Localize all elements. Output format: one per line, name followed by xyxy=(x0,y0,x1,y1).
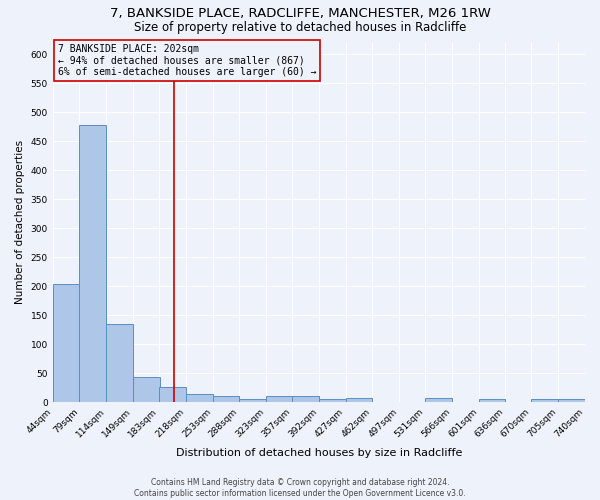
Text: 7, BANKSIDE PLACE, RADCLIFFE, MANCHESTER, M26 1RW: 7, BANKSIDE PLACE, RADCLIFFE, MANCHESTER… xyxy=(110,8,490,20)
Bar xyxy=(558,400,585,402)
Text: Contains HM Land Registry data © Crown copyright and database right 2024.
Contai: Contains HM Land Registry data © Crown c… xyxy=(134,478,466,498)
Bar xyxy=(239,400,266,402)
Bar xyxy=(106,324,133,402)
Bar xyxy=(532,400,558,402)
Bar xyxy=(53,284,79,402)
Bar xyxy=(79,125,106,402)
Y-axis label: Number of detached properties: Number of detached properties xyxy=(15,140,25,304)
Bar xyxy=(212,396,239,402)
Bar xyxy=(292,396,319,402)
Bar xyxy=(133,376,160,402)
X-axis label: Distribution of detached houses by size in Radcliffe: Distribution of detached houses by size … xyxy=(176,448,462,458)
Text: 7 BANKSIDE PLACE: 202sqm
← 94% of detached houses are smaller (867)
6% of semi-d: 7 BANKSIDE PLACE: 202sqm ← 94% of detach… xyxy=(58,44,316,78)
Text: Size of property relative to detached houses in Radcliffe: Size of property relative to detached ho… xyxy=(134,21,466,34)
Bar xyxy=(319,400,346,402)
Bar xyxy=(425,398,452,402)
Bar xyxy=(479,400,505,402)
Bar xyxy=(266,396,293,402)
Bar xyxy=(346,398,373,402)
Bar xyxy=(186,394,212,402)
Bar xyxy=(159,387,186,402)
